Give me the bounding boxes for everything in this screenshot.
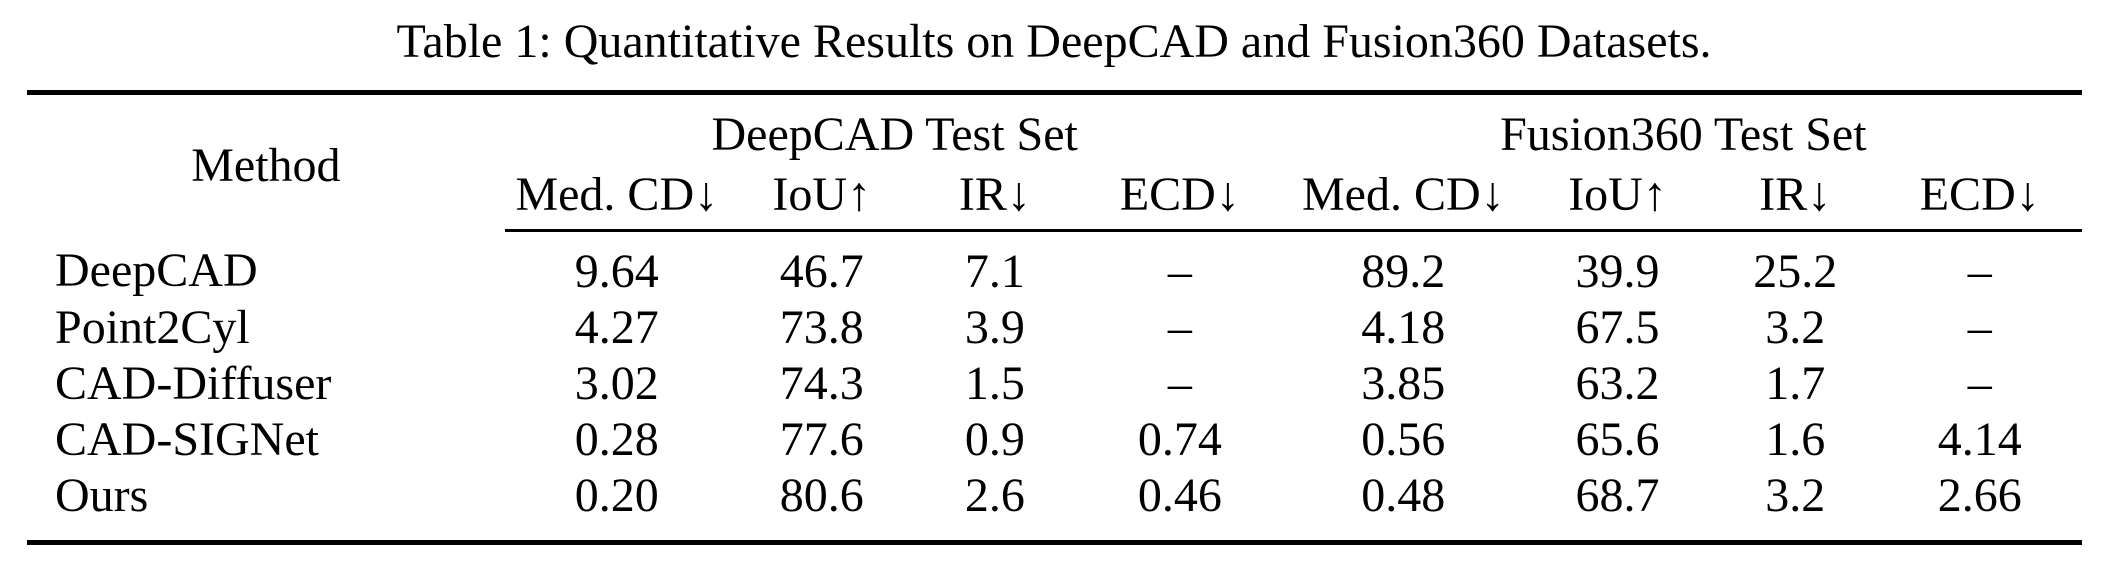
column-group-deepcad-test-set: DeepCAD Test Set <box>711 107 1078 161</box>
column-header-ir-fusion360: IR↓ <box>1713 167 1878 232</box>
method-cell: Point2Cyl <box>55 301 250 354</box>
method-cell: CAD-SIGNet <box>55 413 319 466</box>
table-header: Method DeepCAD Test Set Fusion360 Test S… <box>27 93 2082 232</box>
value-cell: 7.1 <box>964 245 1025 298</box>
value-cell: – <box>1967 245 1992 298</box>
value-cell: 0.56 <box>1361 413 1446 466</box>
value-cell: 77.6 <box>779 413 864 466</box>
column-header-ecd-deepcad: ECD↓ <box>1075 167 1285 232</box>
value-cell: 65.6 <box>1575 413 1660 466</box>
value-cell: 9.64 <box>574 245 659 298</box>
value-cell: 2.66 <box>1937 469 2022 522</box>
value-cell: 3.9 <box>964 301 1025 354</box>
value-cell: – <box>1167 301 1192 354</box>
value-cell: – <box>1167 245 1192 298</box>
value-cell: 1.6 <box>1765 413 1826 466</box>
value-cell: 0.46 <box>1137 469 1222 522</box>
value-cell: 1.7 <box>1765 357 1826 410</box>
column-group-fusion360-test-set: Fusion360 Test Set <box>1500 107 1867 161</box>
value-cell: 4.14 <box>1937 413 2022 466</box>
value-cell: 25.2 <box>1753 245 1838 298</box>
metric-header-row: Med. CD↓ IoU↑ IR↓ ECD↓ Med. CD↓ IoU↑ IR↓… <box>27 167 2082 232</box>
value-cell: 0.48 <box>1361 469 1446 522</box>
value-cell: 3.02 <box>574 357 659 410</box>
value-cell: – <box>1167 357 1192 410</box>
column-header-ecd-fusion360: ECD↓ <box>1877 167 2082 232</box>
value-cell: 0.74 <box>1137 413 1222 466</box>
method-cell: Ours <box>55 469 149 522</box>
table-row: CAD-Diffuser 3.02 74.3 1.5 – 3.85 63.2 1.7 – <box>27 356 2082 412</box>
value-cell: 68.7 <box>1575 469 1660 522</box>
value-cell: 2.6 <box>964 469 1025 522</box>
value-cell: 4.18 <box>1361 301 1446 354</box>
value-cell: 3.85 <box>1361 357 1446 410</box>
value-cell: 0.28 <box>574 413 659 466</box>
value-cell: 73.8 <box>779 301 864 354</box>
value-cell: 74.3 <box>779 357 864 410</box>
value-cell: – <box>1967 357 1992 410</box>
value-cell: 4.27 <box>574 301 659 354</box>
column-header-med-cd-deepcad: Med. CD↓ <box>504 167 729 232</box>
column-header-iou-deepcad: IoU↑ <box>728 167 915 232</box>
table-body: DeepCAD 9.64 46.7 7.1–89.2 39.9 25.2– Point2Cy… <box>27 231 2082 543</box>
column-header-med-cd-fusion360: Med. CD↓ <box>1284 167 1522 232</box>
table-row: Ours 0.20 80.6 2.6 0.46 0.48 68.7 3.2 2.66 <box>27 468 2082 543</box>
value-cell: 0.20 <box>574 469 659 522</box>
value-cell: 80.6 <box>779 469 864 522</box>
table-caption: Table 1: Quantitative Results on DeepCAD… <box>396 15 1712 68</box>
value-cell: – <box>1967 301 1992 354</box>
column-header-iou-fusion360: IoU↑ <box>1521 167 1714 232</box>
value-cell: 46.7 <box>779 245 864 298</box>
value-cell: 89.2 <box>1361 245 1446 298</box>
table-row: DeepCAD 9.64 46.7 7.1 – 89.2 39.9 25.2 – <box>27 231 2082 301</box>
table-row: CAD-SIGNet 0.28 77.6 0.9 0.74 0.56 65.6 1.6 4.14 <box>27 412 2082 468</box>
value-cell: 3.2 <box>1765 301 1826 354</box>
value-cell: 63.2 <box>1575 357 1660 410</box>
results-table: Method DeepCAD Test Set Fusion360 Test S… <box>27 90 2082 545</box>
column-header-ir-deepcad: IR↓ <box>914 167 1076 232</box>
column-header-method: Method <box>191 139 341 193</box>
value-cell: 39.9 <box>1575 245 1660 298</box>
value-cell: 67.5 <box>1575 301 1660 354</box>
group-header-row: Method DeepCAD Test Set Fusion360 Test S… <box>27 93 2082 193</box>
value-cell: 0.9 <box>964 413 1025 466</box>
table-row: Point2Cyl 4.27 73.8 3.9 – 4.18 67.5 3.2 – <box>27 300 2082 356</box>
value-cell: 1.5 <box>964 357 1025 410</box>
method-cell: CAD-Diffuser <box>55 357 332 410</box>
value-cell: 3.2 <box>1765 469 1826 522</box>
method-cell: DeepCAD <box>55 244 258 298</box>
